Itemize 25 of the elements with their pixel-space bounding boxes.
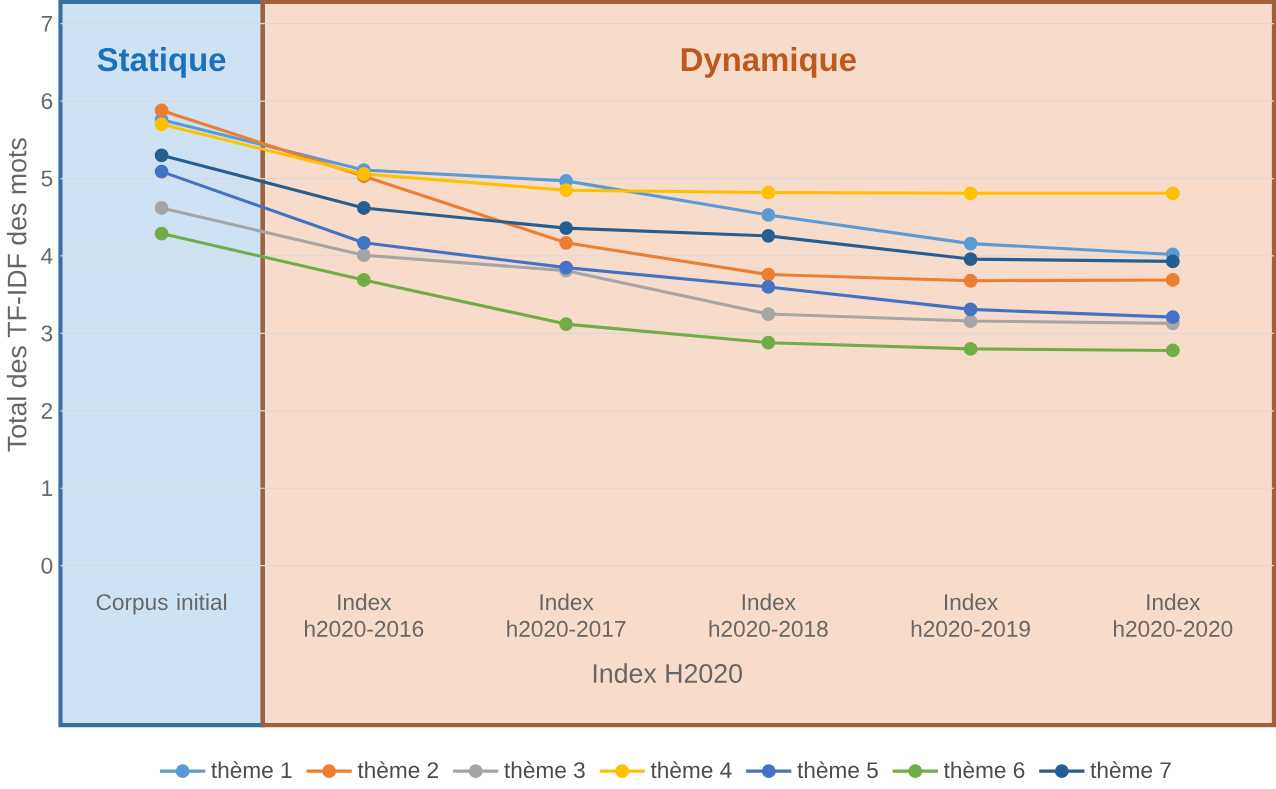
x-tick-label: Index h2020-2018 (709, 593, 828, 637)
legend-label: thème 1 (211, 761, 292, 779)
x-tick-label: Index h2020-2016 (305, 593, 424, 637)
legend-label: thème 4 (650, 761, 732, 779)
y-tick-label: 2 (41, 402, 53, 419)
legend-label: thème 5 (797, 761, 878, 779)
legend-label: thème 2 (357, 761, 439, 779)
y-tick-label: 0 (41, 557, 53, 574)
legend-label: thème 6 (943, 761, 1025, 779)
x-tick-label: Corpus initial (96, 593, 227, 615)
x-tick-label: Index h2020-2019 (911, 593, 1030, 637)
y-axis-title: Total des TF-IDF des mots (6, 138, 27, 452)
y-tick-label: 6 (41, 93, 53, 110)
legend-label: thème 7 (1090, 761, 1171, 779)
y-tick-label: 7 (41, 15, 53, 32)
y-tick-label: 5 (41, 170, 53, 187)
y-tick-label: 1 (42, 480, 53, 496)
band-label: Statique (97, 46, 226, 78)
x-axis-title: Index H2020 (593, 663, 742, 683)
x-tick-label: Index h2020-2020 (1114, 593, 1233, 637)
x-tick-label: Index h2020-2017 (507, 593, 626, 637)
y-tick-label: 3 (41, 325, 53, 342)
legend-label: thème 3 (504, 761, 585, 779)
band-label: Dynamique (681, 46, 856, 78)
y-tick-label: 4 (41, 248, 53, 264)
